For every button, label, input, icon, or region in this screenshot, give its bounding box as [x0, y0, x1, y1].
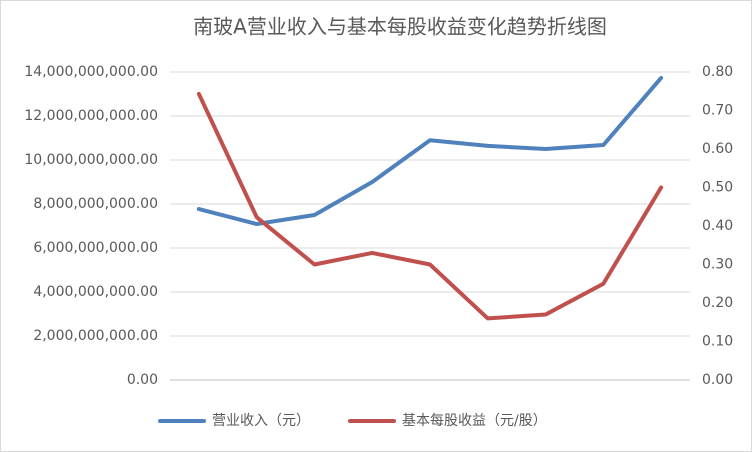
series-line: [196, 75, 664, 227]
y-tick-label: 2,000,000,000.00: [33, 328, 158, 344]
y-tick-label: 12,000,000,000.00: [24, 108, 158, 124]
y-tick-label: 14,000,000,000.00: [24, 64, 158, 80]
legend-label: 营业收入（元）: [212, 413, 310, 429]
chart-title: 南玻A营业收入与基本每股收益变化趋势折线图: [193, 15, 607, 39]
y2-tick-label: 0.40: [702, 218, 733, 234]
y2-tick-label: 0.60: [702, 141, 733, 157]
series-line: [196, 91, 664, 321]
y2-tick-label: 0.10: [702, 334, 733, 350]
y2-tick-label: 0.00: [702, 372, 733, 388]
y-tick-label: 6,000,000,000.00: [33, 240, 158, 256]
y2-tick-label: 0.20: [702, 295, 733, 311]
y-tick-label: 8,000,000,000.00: [33, 196, 158, 212]
y2-tick-label: 0.50: [702, 180, 733, 196]
legend-label: 基本每股收益（元/股）: [402, 412, 547, 429]
y2-tick-label: 0.80: [702, 64, 733, 80]
y-tick-label: 0.00: [127, 372, 158, 388]
y-tick-label: 4,000,000,000.00: [33, 284, 158, 300]
y-tick-label: 10,000,000,000.00: [24, 152, 158, 168]
y2-tick-label: 0.70: [702, 103, 733, 119]
y2-tick-label: 0.30: [702, 257, 733, 273]
